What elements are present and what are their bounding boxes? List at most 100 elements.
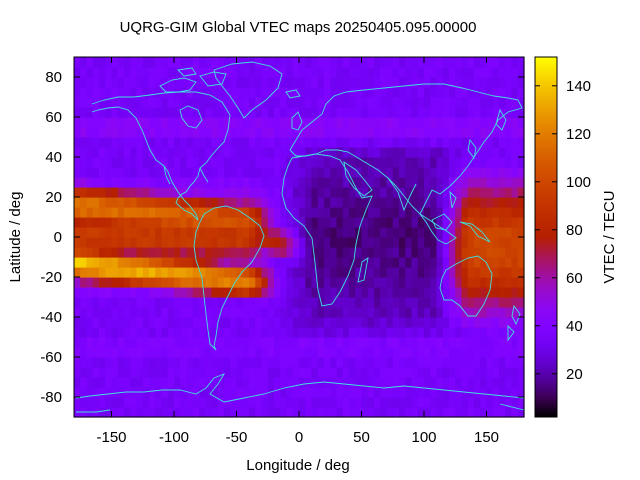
heatmap-cell: [261, 107, 269, 118]
heatmap-cell: [367, 237, 375, 248]
heatmap-cell: [180, 267, 188, 278]
heatmap-cell: [267, 227, 275, 238]
heatmap-cell: [330, 127, 338, 138]
heatmap-cell: [374, 207, 381, 218]
heatmap-cell: [311, 57, 319, 68]
heatmap-cell: [217, 357, 225, 368]
heatmap-cell: [474, 327, 481, 338]
heatmap-cell: [249, 117, 256, 128]
heatmap-cell: [86, 57, 94, 68]
heatmap-cell: [467, 127, 475, 138]
heatmap-cell: [142, 67, 150, 78]
y-tick-label: 20: [45, 189, 62, 206]
heatmap-cell: [249, 187, 256, 198]
heatmap-cell: [74, 357, 81, 368]
heatmap-cell: [230, 287, 238, 298]
heatmap-cell: [205, 97, 213, 108]
heatmap-cell: [467, 57, 475, 68]
heatmap-cell: [342, 167, 350, 178]
heatmap-cell: [511, 167, 519, 178]
heatmap-cell: [236, 327, 244, 338]
heatmap-cell: [255, 297, 263, 308]
heatmap-cell: [442, 347, 450, 358]
heatmap-cell: [292, 177, 300, 188]
heatmap-cell: [324, 87, 331, 98]
heatmap-cell: [92, 337, 100, 348]
heatmap-cell: [517, 57, 525, 68]
heatmap-cell: [205, 357, 213, 368]
heatmap-cell: [511, 387, 519, 398]
heatmap-cell: [292, 207, 300, 218]
heatmap-cell: [367, 327, 375, 338]
heatmap-cell: [399, 87, 406, 98]
heatmap-cell: [392, 347, 400, 358]
heatmap-cell: [155, 327, 163, 338]
heatmap-cell: [467, 367, 475, 378]
heatmap-cell: [474, 407, 481, 418]
heatmap-cell: [305, 237, 313, 248]
heatmap-cell: [92, 227, 100, 238]
heatmap-cell: [211, 347, 219, 358]
heatmap-cell: [505, 57, 513, 68]
heatmap-cell: [149, 197, 156, 208]
heatmap-cell: [236, 297, 244, 308]
heatmap-cell: [517, 247, 525, 258]
heatmap-cell: [380, 407, 388, 418]
heatmap-cell: [349, 57, 356, 68]
heatmap-cell: [236, 257, 244, 268]
heatmap-cell: [280, 247, 288, 258]
heatmap-cell: [180, 397, 188, 408]
heatmap-cell: [174, 407, 181, 418]
heatmap-cell: [374, 337, 381, 348]
heatmap-cell: [486, 217, 494, 228]
heatmap-cell: [205, 137, 213, 148]
heatmap-cell: [486, 237, 494, 248]
heatmap-cell: [449, 117, 456, 128]
heatmap-cell: [342, 117, 350, 128]
heatmap-cell: [236, 77, 244, 88]
heatmap-cell: [167, 177, 175, 188]
heatmap-cell: [205, 157, 213, 168]
heatmap-cell: [130, 217, 138, 228]
heatmap-cell: [361, 137, 369, 148]
heatmap-cell: [330, 97, 338, 108]
heatmap-cell: [111, 267, 119, 278]
heatmap-cell: [317, 157, 325, 168]
heatmap-cell: [511, 327, 519, 338]
heatmap-cell: [155, 337, 163, 348]
heatmap-cell: [142, 197, 150, 208]
heatmap-cell: [99, 127, 106, 138]
heatmap-cell: [167, 327, 175, 338]
heatmap-cell: [342, 217, 350, 228]
heatmap-cell: [461, 377, 469, 388]
heatmap-cell: [499, 117, 506, 128]
heatmap-cell: [330, 217, 338, 228]
heatmap-cell: [142, 377, 150, 388]
colorbar-gradient: [534, 56, 558, 418]
heatmap-cell: [124, 87, 131, 98]
heatmap-cell: [199, 257, 206, 268]
heatmap-cell: [511, 147, 519, 158]
heatmap-cell: [224, 297, 231, 308]
heatmap-cell: [224, 197, 231, 208]
heatmap-cell: [155, 247, 163, 258]
heatmap-cell: [474, 297, 481, 308]
heatmap-cell: [405, 187, 413, 198]
heatmap-cell: [149, 147, 156, 158]
heatmap-cell: [261, 177, 269, 188]
heatmap-cell: [305, 67, 313, 78]
heatmap-cell: [124, 107, 131, 118]
heatmap-cell: [280, 227, 288, 238]
heatmap-cell: [442, 377, 450, 388]
heatmap-cell: [174, 297, 181, 308]
heatmap-cell: [211, 387, 219, 398]
heatmap-cell: [505, 137, 513, 148]
heatmap-cell: [124, 317, 131, 328]
heatmap-cell: [305, 207, 313, 218]
heatmap-cell: [286, 327, 294, 338]
heatmap-cell: [505, 297, 513, 308]
heatmap-cell: [224, 257, 231, 268]
heatmap-cell: [449, 187, 456, 198]
heatmap-cell: [192, 307, 200, 318]
heatmap-cell: [86, 187, 94, 198]
